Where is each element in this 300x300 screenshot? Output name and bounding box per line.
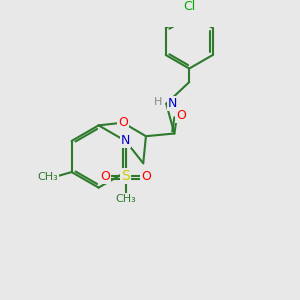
Text: O: O (176, 110, 186, 122)
Text: CH₃: CH₃ (115, 194, 136, 204)
Text: CH₃: CH₃ (37, 172, 58, 182)
Text: N: N (167, 97, 177, 110)
Text: H: H (153, 98, 162, 107)
Text: Cl: Cl (183, 0, 195, 13)
Text: O: O (118, 116, 128, 129)
Text: N: N (121, 134, 130, 147)
Text: O: O (100, 169, 110, 183)
Text: S: S (121, 169, 130, 183)
Text: O: O (141, 169, 151, 183)
